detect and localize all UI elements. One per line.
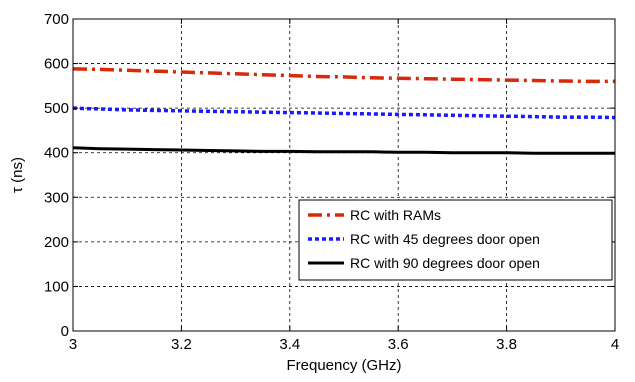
- x-tick-label: 3.2: [171, 336, 192, 353]
- axis-ticks: 3 3.2 3.4 3.6 3.8 4 0 100 200 300 400 500 600 700: [44, 11, 619, 353]
- series-line-3: [72, 146, 615, 155]
- y-tick-label: 700: [44, 11, 69, 28]
- legend: RC with RAMs RC with 45 degrees door open…: [298, 199, 613, 281]
- y-tick-label: 400: [44, 145, 69, 162]
- y-tick-label: 300: [44, 189, 69, 206]
- x-tick-label: 3: [69, 336, 77, 353]
- series-group: [72, 67, 616, 155]
- x-tick-label: 3.4: [279, 336, 300, 353]
- y-tick-label: 0: [61, 323, 69, 340]
- y-axis-label: τ (ns): [9, 157, 26, 193]
- x-tick-label: 3.6: [388, 336, 409, 353]
- series-line-1: [72, 67, 615, 84]
- y-tick-label: 600: [44, 56, 69, 73]
- legend-label-3: RC with 90 degrees door open: [350, 255, 540, 271]
- legend-label-2: RC with 45 degrees door open: [350, 231, 540, 247]
- legend-label-1: RC with RAMs: [350, 207, 441, 223]
- y-tick-label: 100: [44, 278, 69, 295]
- series-line-2: [72, 106, 616, 120]
- plot-frame: [72, 18, 616, 332]
- plot-area: [73, 19, 615, 331]
- legend-box: [298, 199, 613, 281]
- x-axis-label: Frequency (GHz): [286, 357, 401, 374]
- y-tick-label: 200: [44, 234, 69, 251]
- x-tick-label: 3.8: [496, 336, 517, 353]
- y-tick-label: 500: [44, 100, 69, 117]
- x-tick-label: 4: [611, 336, 619, 353]
